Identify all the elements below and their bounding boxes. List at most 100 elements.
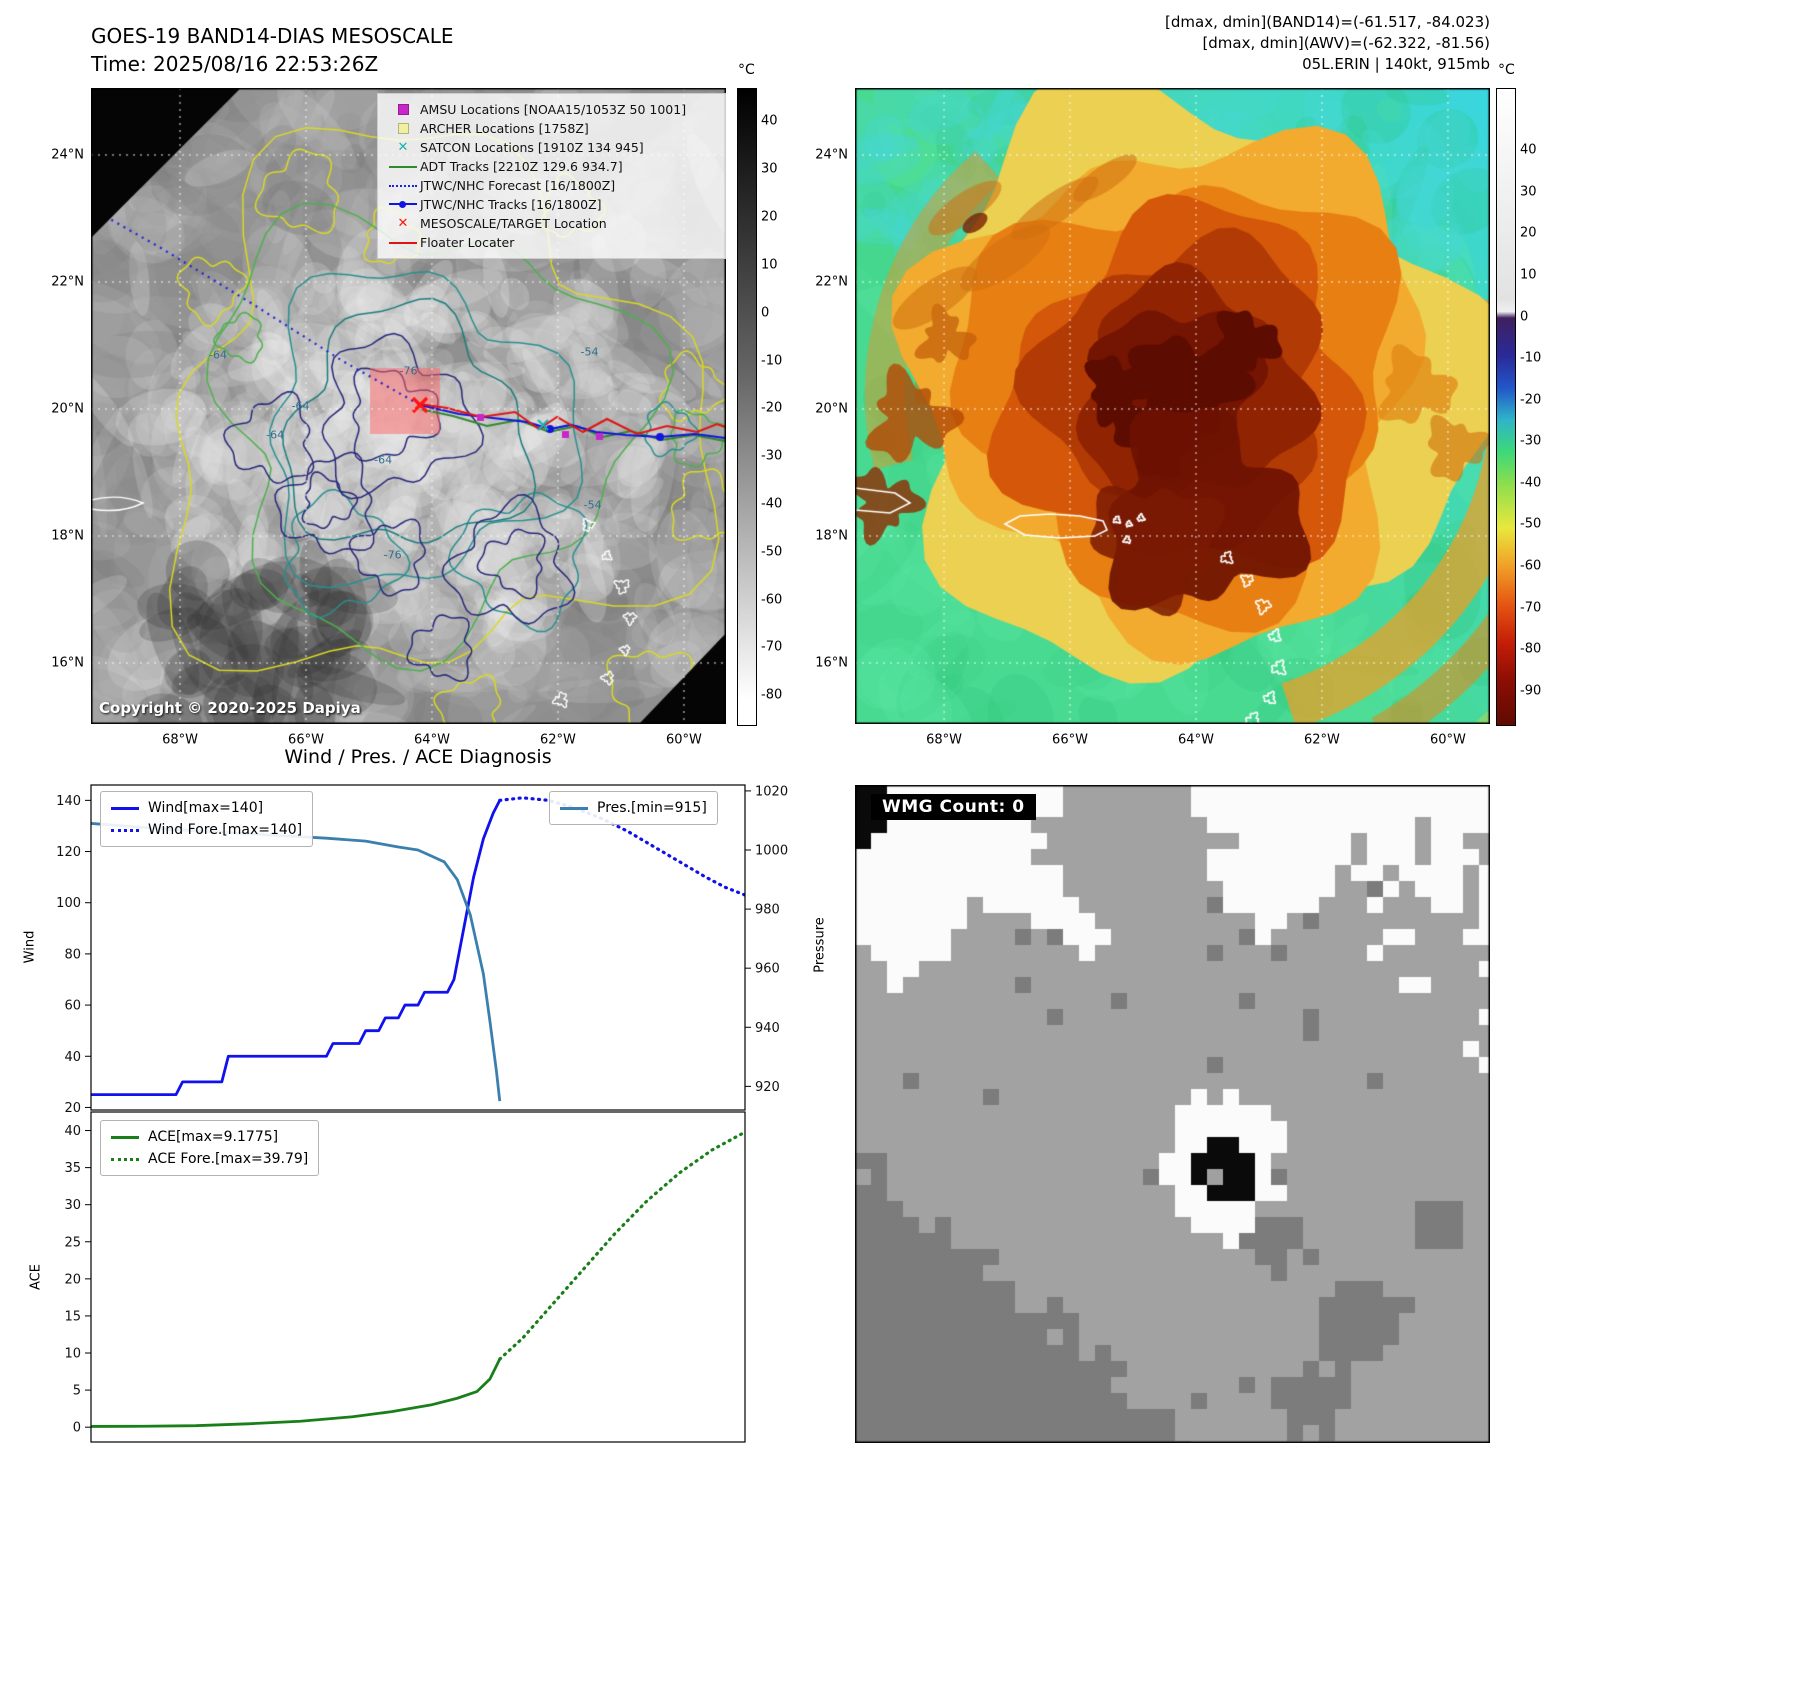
colorbar-tick: -30 xyxy=(761,448,783,464)
awv-lat-label: 16°N xyxy=(815,655,848,671)
contour-label: -64 xyxy=(266,428,285,442)
colorbar-tick: 40 xyxy=(1520,142,1537,158)
colorbar-tick: -60 xyxy=(761,592,783,608)
svg-text:35: 35 xyxy=(64,1161,81,1176)
band14-lon-label: 60°W xyxy=(666,732,702,748)
contour-label: -54 xyxy=(583,498,602,512)
legend-item: ✕ MESOSCALE/TARGET Location xyxy=(386,214,717,233)
colorbar-tick: -70 xyxy=(1520,600,1542,616)
legend-item-label: MESOSCALE/TARGET Location xyxy=(420,216,607,231)
colorbar-tick: 0 xyxy=(761,305,770,321)
awv-colorbar-unit: °C xyxy=(1498,62,1515,78)
band14-colorbar-unit: °C xyxy=(738,62,755,78)
x-marker-icon: ✕ xyxy=(397,140,409,155)
contour-label: -76 xyxy=(383,548,402,562)
svg-text:140: 140 xyxy=(56,794,81,809)
awv-lat-label: 22°N xyxy=(815,274,848,290)
svg-text:940: 940 xyxy=(755,1021,780,1036)
line-marker-icon xyxy=(386,241,420,244)
ace-legend: ACE[max=9.1775] ACE Fore.[max=39.79] xyxy=(100,1120,320,1176)
colorbar-tick: -90 xyxy=(1520,683,1542,699)
dmax-band14-text: [dmax, dmin](BAND14)=(-61.517, -84.023) xyxy=(1165,13,1490,31)
svg-text:1020: 1020 xyxy=(755,784,788,799)
dmax-awv-text: [dmax, dmin](AWV)=(-62.322, -81.56) xyxy=(1202,34,1490,52)
legend-item: ADT Tracks [2210Z 129.6 934.7] xyxy=(386,157,717,176)
legend-item-label: SATCON Locations [1910Z 134 945] xyxy=(420,140,644,155)
svg-text:30: 30 xyxy=(64,1198,81,1213)
contour-label: -54 xyxy=(580,345,599,359)
colorbar-tick: -80 xyxy=(1520,641,1542,657)
contour-label: -64 xyxy=(374,453,393,467)
awv-header-block: [dmax, dmin](BAND14)=(-61.517, -84.023) … xyxy=(1165,12,1490,75)
awv-lon-label: 66°W xyxy=(1052,732,1088,748)
legend-item: JTWC/NHC Forecast [16/1800Z] xyxy=(386,176,717,195)
awv-lat-label: 24°N xyxy=(815,147,848,163)
svg-text:20: 20 xyxy=(64,1101,81,1116)
colorbar-tick: 0 xyxy=(1520,309,1529,325)
band14-lat-label: 18°N xyxy=(51,528,84,544)
pressure-legend: Pres.[min=915] xyxy=(549,791,718,825)
svg-text:1000: 1000 xyxy=(755,844,788,859)
legend-item-label: ARCHER Locations [1758Z] xyxy=(420,121,589,136)
colorbar-tick: 10 xyxy=(1520,267,1537,283)
wind-line-marker xyxy=(111,806,139,810)
wind-fore-legend-row: Wind Fore.[max=140] xyxy=(111,819,302,841)
wind-legend-row: Wind[max=140] xyxy=(111,797,302,819)
legend-item: ARCHER Locations [1758Z] xyxy=(386,119,717,138)
awv-lon-label: 64°W xyxy=(1178,732,1214,748)
colorbar-tick: -10 xyxy=(761,353,783,369)
ace-legend-label: ACE[max=9.1775] xyxy=(148,1129,279,1145)
contour-label: -76 xyxy=(399,364,418,378)
band14-lon-label: 68°W xyxy=(162,732,198,748)
colorbar-tick: 30 xyxy=(761,161,778,177)
wmg-canvas xyxy=(855,785,1490,1443)
band14-title: GOES-19 BAND14-DIAS MESOSCALE xyxy=(91,24,454,48)
ace-fore-legend-label: ACE Fore.[max=39.79] xyxy=(148,1151,309,1167)
band14-lat-label: 24°N xyxy=(51,147,84,163)
colorbar-tick: -70 xyxy=(761,639,783,655)
wind-axis-label: Wind xyxy=(22,930,38,964)
band14-lon-label: 64°W xyxy=(414,732,450,748)
band14-lat-label: 22°N xyxy=(51,274,84,290)
pressure-legend-label: Pres.[min=915] xyxy=(597,800,707,816)
svg-text:15: 15 xyxy=(64,1309,81,1324)
legend-item: Floater Locater xyxy=(386,233,717,252)
legend-item-label: AMSU Locations [NOAA15/1053Z 50 1001] xyxy=(420,102,687,117)
awv-satellite-canvas xyxy=(855,88,1490,724)
svg-text:80: 80 xyxy=(64,947,81,962)
band14-time: Time: 2025/08/16 22:53:26Z xyxy=(91,52,379,76)
wind-fore-legend-label: Wind Fore.[max=140] xyxy=(148,822,303,838)
colorbar-tick: 40 xyxy=(761,113,778,129)
storm-id-text: 05L.ERIN | 140kt, 915mb xyxy=(1302,55,1490,73)
svg-text:10: 10 xyxy=(64,1347,81,1362)
wind-legend-label: Wind[max=140] xyxy=(148,800,264,816)
legend-item-label: JTWC/NHC Tracks [16/1800Z] xyxy=(420,197,602,212)
x-marker-icon: ✕ xyxy=(397,216,409,231)
pressure-line-marker xyxy=(560,806,588,810)
pressure-axis-label: Pressure xyxy=(812,917,828,973)
svg-text:100: 100 xyxy=(56,896,81,911)
awv-lon-label: 62°W xyxy=(1304,732,1340,748)
colorbar-tick: -40 xyxy=(1520,475,1542,491)
colorbar-tick: -80 xyxy=(761,687,783,703)
contour-label: -64 xyxy=(291,399,310,413)
svg-text:960: 960 xyxy=(755,962,780,977)
legend-item-label: JTWC/NHC Forecast [16/1800Z] xyxy=(420,178,616,193)
svg-text:40: 40 xyxy=(64,1050,81,1065)
wind-fore-line-marker xyxy=(111,828,139,832)
ace-fore-legend-row: ACE Fore.[max=39.79] xyxy=(111,1148,308,1170)
colorbar-tick: -40 xyxy=(761,496,783,512)
contour-label: -64 xyxy=(209,348,227,362)
colorbar-tick: -60 xyxy=(1520,558,1542,574)
ace-legend-row: ACE[max=9.1775] xyxy=(111,1126,308,1148)
band14-map-legend: AMSU Locations [NOAA15/1053Z 50 1001] ARC… xyxy=(377,93,726,259)
svg-text:25: 25 xyxy=(64,1235,81,1250)
line-dot-marker-icon xyxy=(386,200,420,209)
colorbar-tick: 20 xyxy=(1520,225,1537,241)
pressure-legend-row: Pres.[min=915] xyxy=(560,797,707,819)
colorbar-tick: -10 xyxy=(1520,350,1542,366)
diagnosis-title: Wind / Pres. / ACE Diagnosis xyxy=(284,746,552,768)
dotted-marker-icon xyxy=(386,184,420,187)
band14-lat-label: 16°N xyxy=(51,655,84,671)
